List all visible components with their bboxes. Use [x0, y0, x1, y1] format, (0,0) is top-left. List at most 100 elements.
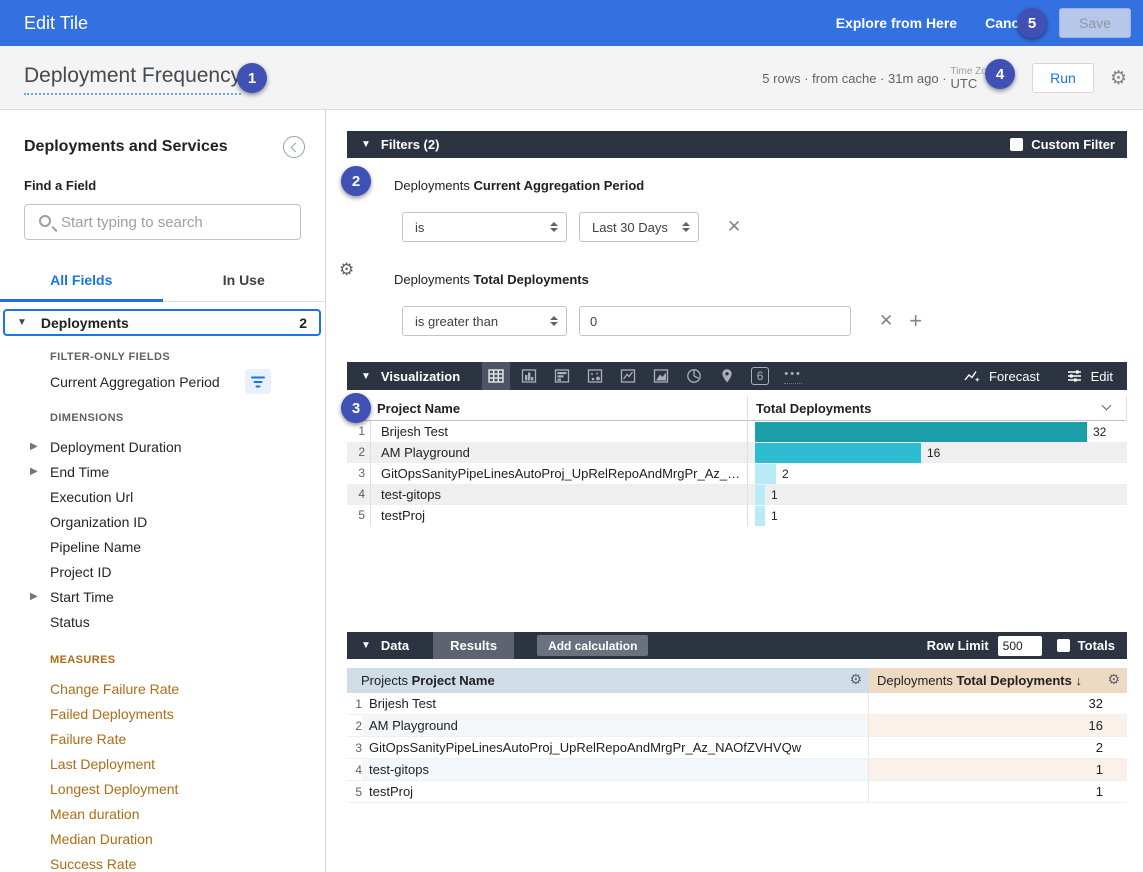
dimension-item[interactable]: ▶ Execution Url [50, 488, 134, 505]
annotation-badge-3: 3 [341, 393, 371, 423]
search-icon [39, 215, 51, 227]
collapse-caret-icon[interactable]: ▼ [361, 139, 371, 150]
filter-2-operator-select[interactable]: is greater than [402, 306, 567, 336]
single-value-viz-icon[interactable]: 6 [746, 362, 774, 390]
dimension-item[interactable]: ▶ Organization ID [50, 513, 148, 530]
custom-filter-checkbox[interactable] [1010, 138, 1024, 151]
measure-item[interactable]: Failed Deployments [50, 705, 174, 722]
forecast-icon [964, 371, 980, 382]
results-table-row[interactable]: 3 GitOpsSanityPipeLinesAutoProj_UpRelRep… [347, 737, 1127, 759]
remove-filter-icon[interactable]: ✕ [727, 217, 742, 236]
totals-label: Totals [1077, 638, 1115, 653]
chevron-down-icon[interactable] [1101, 400, 1112, 410]
tab-all-fields[interactable]: All Fields [50, 272, 113, 288]
expand-caret-icon[interactable]: ▶ [30, 441, 38, 452]
results-tab[interactable]: Results [433, 632, 515, 659]
dimension-item[interactable]: ▶ Pipeline Name [50, 538, 142, 555]
pie-chart-viz-icon[interactable] [680, 362, 708, 390]
page-title[interactable]: Deployment Frequency [24, 64, 242, 95]
filter-only-list: Current Aggregation Period [0, 369, 325, 394]
collapse-caret-icon[interactable]: ▼ [361, 640, 371, 651]
sort-desc-icon[interactable]: ↓ [1075, 673, 1082, 688]
visualization-section-bar[interactable]: ▼ Visualization [347, 362, 1127, 390]
dimension-item[interactable]: ▶ End Time [30, 463, 110, 480]
table-viz-icon[interactable] [482, 362, 511, 390]
explore-main-area: ▼ Filters (2) Custom Filter Deployments … [326, 110, 1143, 872]
results-col-total-deployments[interactable]: Deployments Total Deployments ↓ ⚙ [869, 668, 1127, 693]
viz-col-total-deployments[interactable]: Total Deployments [748, 395, 1127, 421]
results-col-project-name[interactable]: Projects Project Name ⚙ [347, 668, 869, 693]
custom-filter-toggle[interactable]: Custom Filter [1010, 137, 1115, 152]
sidebar-tabs: All Fields In Use [0, 262, 325, 302]
add-calculation-button[interactable]: Add calculation [537, 635, 649, 656]
results-table-row[interactable]: 2 AM Playground 16 [347, 715, 1127, 737]
measure-item[interactable]: Longest Deployment [50, 780, 179, 797]
run-button[interactable]: Run [1031, 63, 1094, 93]
viz-table-row[interactable]: 3 GitOpsSanityPipeLinesAutoProj_UpRelRep… [347, 463, 1127, 484]
collapse-sidebar-icon[interactable] [283, 136, 305, 158]
find-field-label: Find a Field [24, 178, 97, 193]
measure-item[interactable]: Mean duration [50, 805, 140, 822]
map-pin-viz-icon[interactable] [713, 362, 741, 390]
sidebar-field-item[interactable]: Current Aggregation Period [0, 369, 325, 394]
line-chart-viz-icon[interactable] [614, 362, 642, 390]
explore-title: Deployments and Services [24, 138, 228, 155]
timezone-value[interactable]: UTC [950, 75, 978, 91]
column-gear-icon[interactable]: ⚙ [849, 672, 862, 688]
forecast-button[interactable]: Forecast [963, 368, 1040, 384]
results-table-row[interactable]: 5 testProj 1 [347, 781, 1127, 803]
explore-from-here-link[interactable]: Explore from Here [835, 15, 958, 31]
expand-caret-icon[interactable]: ▶ [30, 591, 38, 602]
custom-filter-label: Custom Filter [1031, 137, 1115, 152]
field-search[interactable] [24, 204, 301, 240]
area-chart-viz-icon[interactable] [647, 362, 675, 390]
bar-chart-viz-icon[interactable] [548, 362, 576, 390]
column-chart-viz-icon[interactable] [515, 362, 543, 390]
viz-col-project-name[interactable]: Project Name [347, 395, 748, 421]
viz-table-row[interactable]: 4 test-gitops 1 [347, 484, 1127, 505]
viz-table-row[interactable]: 5 testProj 1 [347, 505, 1127, 526]
dimension-item[interactable]: ▶ Status [50, 613, 90, 630]
deployment-bar [755, 505, 765, 526]
query-settings-gear-icon[interactable]: ⚙ [1109, 67, 1127, 89]
filter-2-value-input[interactable] [579, 306, 851, 336]
save-button[interactable]: Save [1059, 8, 1131, 38]
results-table-row[interactable]: 4 test-gitops 1 [347, 759, 1127, 781]
filter-settings-gear-icon[interactable]: ⚙ [339, 260, 355, 280]
column-gear-icon[interactable]: ⚙ [1107, 672, 1120, 688]
deployment-bar [755, 421, 1087, 442]
filter-1-value-select[interactable]: Last 30 Days [579, 212, 699, 242]
edit-viz-button[interactable]: Edit [1066, 368, 1113, 384]
measure-item[interactable]: Change Failure Rate [50, 680, 180, 697]
dimension-item[interactable]: ▶ Start Time [30, 588, 114, 605]
dimension-item[interactable]: ▶ Project ID [50, 563, 112, 580]
remove-filter-icon[interactable]: ✕ [879, 311, 894, 330]
data-section-bar[interactable]: ▼ Data Results Add calculation Row Limit… [347, 632, 1127, 659]
filter-1-controls: is Last 30 Days ✕ [402, 212, 1143, 242]
results-table: Projects Project Name ⚙ Deployments Tota… [347, 668, 1127, 803]
expand-caret-icon[interactable]: ▶ [30, 466, 38, 477]
field-search-input[interactable] [61, 213, 290, 231]
viz-table-row[interactable]: 1 Brijesh Test 32 [347, 421, 1127, 442]
more-viz-types-icon[interactable]: ••• [779, 362, 807, 390]
filter-icon[interactable] [245, 369, 271, 394]
totals-checkbox[interactable] [1056, 639, 1070, 652]
measure-item[interactable]: Median Duration [50, 830, 153, 847]
collapse-caret-icon[interactable]: ▼ [361, 370, 371, 382]
filters-section-bar[interactable]: ▼ Filters (2) Custom Filter [347, 131, 1127, 158]
viz-rows: 1 Brijesh Test 32 2 AM Playground 16 [347, 421, 1127, 526]
filter-1-operator-select[interactable]: is [402, 212, 567, 242]
measure-item[interactable]: Success Rate [50, 855, 137, 872]
measure-item[interactable]: Last Deployment [50, 755, 156, 772]
viz-table-row[interactable]: 2 AM Playground 16 [347, 442, 1127, 463]
totals-toggle[interactable]: Totals [1056, 638, 1115, 653]
tab-in-use[interactable]: In Use [222, 272, 265, 288]
dimension-item[interactable]: ▶ Deployment Duration [30, 438, 182, 455]
row-limit-input[interactable] [997, 635, 1042, 656]
measure-item[interactable]: Failure Rate [50, 730, 127, 747]
add-filter-icon[interactable]: + [909, 308, 923, 333]
scatter-viz-icon[interactable] [581, 362, 609, 390]
results-table-row[interactable]: 1 Brijesh Test 32 [347, 693, 1127, 715]
deployments-field-group[interactable]: ▼ Deployments 2 [3, 309, 321, 336]
select-arrows-icon [550, 316, 558, 326]
